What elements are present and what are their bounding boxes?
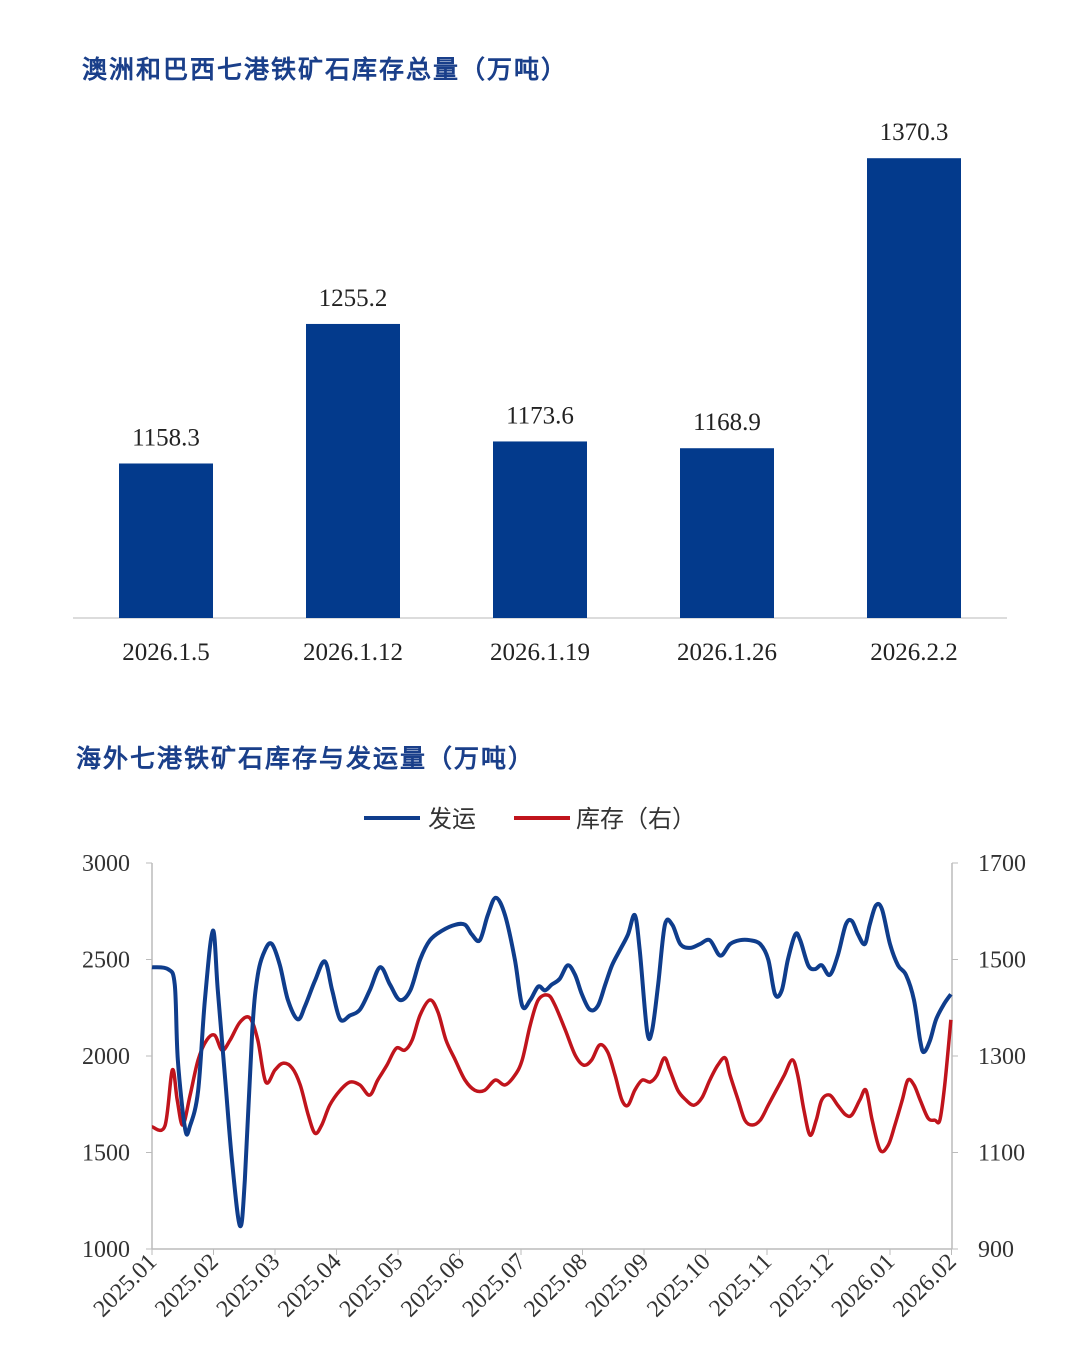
- left-y-tick-label: 3000: [82, 851, 130, 877]
- left-y-tick-label: 2500: [82, 948, 130, 974]
- x-tick-label: 2025.07: [458, 1249, 532, 1323]
- bar-value-label: 1168.9: [693, 409, 761, 436]
- bar-chart-title: 澳洲和巴西七港铁矿石库存总量（万吨）: [82, 55, 569, 84]
- bar-value-label: 1173.6: [506, 402, 574, 429]
- left-y-tick-label: 1500: [82, 1141, 130, 1167]
- bar: [867, 158, 961, 618]
- right-y-tick-label: 900: [978, 1237, 1014, 1263]
- right-y-tick-label: 1100: [978, 1141, 1025, 1167]
- x-tick-label: 2025.09: [581, 1249, 655, 1323]
- x-tick-label: 2025.05: [335, 1249, 409, 1323]
- x-tick-label: 2025.04: [273, 1249, 347, 1323]
- bar-category-label: 2026.1.26: [677, 639, 777, 666]
- x-tick-label: 2026.01: [827, 1249, 901, 1323]
- left-y-tick-label: 1000: [82, 1237, 130, 1263]
- x-tick-label: 2026.02: [888, 1249, 962, 1323]
- x-tick-label: 2025.06: [396, 1249, 470, 1323]
- right-y-tick-label: 1700: [978, 851, 1026, 877]
- bar: [680, 448, 774, 618]
- bar-value-label: 1158.3: [132, 424, 200, 451]
- x-tick-label: 2025.02: [150, 1249, 224, 1323]
- bar-value-label: 1255.2: [319, 285, 388, 312]
- x-tick-label: 2025.12: [765, 1249, 839, 1323]
- legend-stock-label: 库存（右）: [576, 805, 696, 833]
- bar-category-label: 2026.1.12: [303, 639, 403, 666]
- bar-category-label: 2026.1.19: [490, 639, 590, 666]
- x-tick-label: 2025.03: [212, 1249, 286, 1323]
- bar: [493, 441, 587, 618]
- left-y-tick-label: 2000: [82, 1044, 130, 1070]
- bar: [306, 323, 400, 618]
- bar-value-label: 1370.3: [880, 119, 949, 146]
- shipment-line: [151, 895, 953, 1229]
- right-y-tick-label: 1500: [978, 948, 1026, 974]
- x-tick-label: 2025.10: [642, 1249, 716, 1323]
- stock-line: [151, 993, 953, 1154]
- x-tick-label: 2025.08: [519, 1249, 593, 1323]
- x-tick-label: 2025.11: [704, 1249, 777, 1322]
- bar-category-label: 2026.1.5: [122, 639, 210, 666]
- bar-category-label: 2026.2.2: [870, 639, 958, 666]
- legend-shipment-label: 发运: [428, 805, 476, 833]
- line-chart-title: 海外七港铁矿石库存与发运量（万吨）: [76, 744, 536, 773]
- bar: [119, 463, 213, 618]
- right-y-tick-label: 1300: [978, 1044, 1026, 1070]
